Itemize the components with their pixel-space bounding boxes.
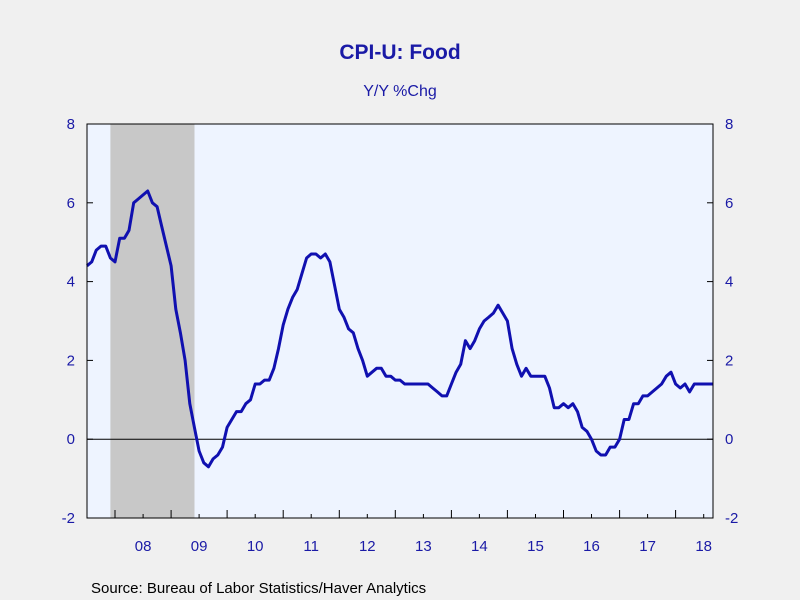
y-tick-label-left: 2 (67, 352, 75, 369)
x-tick-label: 14 (471, 538, 488, 555)
chart-subtitle: Y/Y %Chg (363, 83, 437, 100)
source-note: Source: Bureau of Labor Statistics/Haver… (91, 580, 426, 597)
x-tick-label: 16 (583, 538, 600, 555)
x-tick-label: 08 (135, 538, 152, 555)
x-axis: 08 09 10 11 12 13 14 15 16 17 18 (114, 510, 712, 555)
y-tick-label-left: 0 (67, 431, 75, 448)
food-cpi-series-line (86, 189, 713, 469)
y-tick-label-left: 8 (67, 116, 75, 133)
recession-shade (110, 124, 195, 518)
x-tick-label: 15 (527, 538, 544, 555)
x-tick-label: 17 (639, 538, 656, 555)
y-tick-label-right: 0 (725, 431, 733, 448)
plot-frame (86, 123, 714, 519)
y-tick-label-left: 4 (67, 274, 75, 291)
x-tick-label: 18 (695, 538, 712, 555)
y-axis-left: 8 6 4 2 0 -2 (62, 116, 93, 527)
x-tick-label: 11 (303, 538, 319, 555)
x-tick-label: 09 (191, 538, 208, 555)
chart-title: CPI-U: Food (339, 41, 460, 64)
x-tick-label: 10 (247, 538, 264, 555)
x-tick-label: 13 (415, 538, 432, 555)
y-tick-label-right: 6 (725, 195, 733, 212)
y-tick-label-left: -2 (62, 510, 75, 527)
y-tick-label-right: -2 (725, 510, 738, 527)
y-tick-label-right: 8 (725, 116, 733, 133)
y-tick-label-right: 4 (725, 274, 733, 291)
y-tick-label-left: 6 (67, 195, 75, 212)
x-tick-label: 12 (359, 538, 376, 555)
y-axis-right: 8 6 4 2 0 -2 (707, 116, 738, 527)
y-tick-label-right: 2 (725, 352, 733, 369)
